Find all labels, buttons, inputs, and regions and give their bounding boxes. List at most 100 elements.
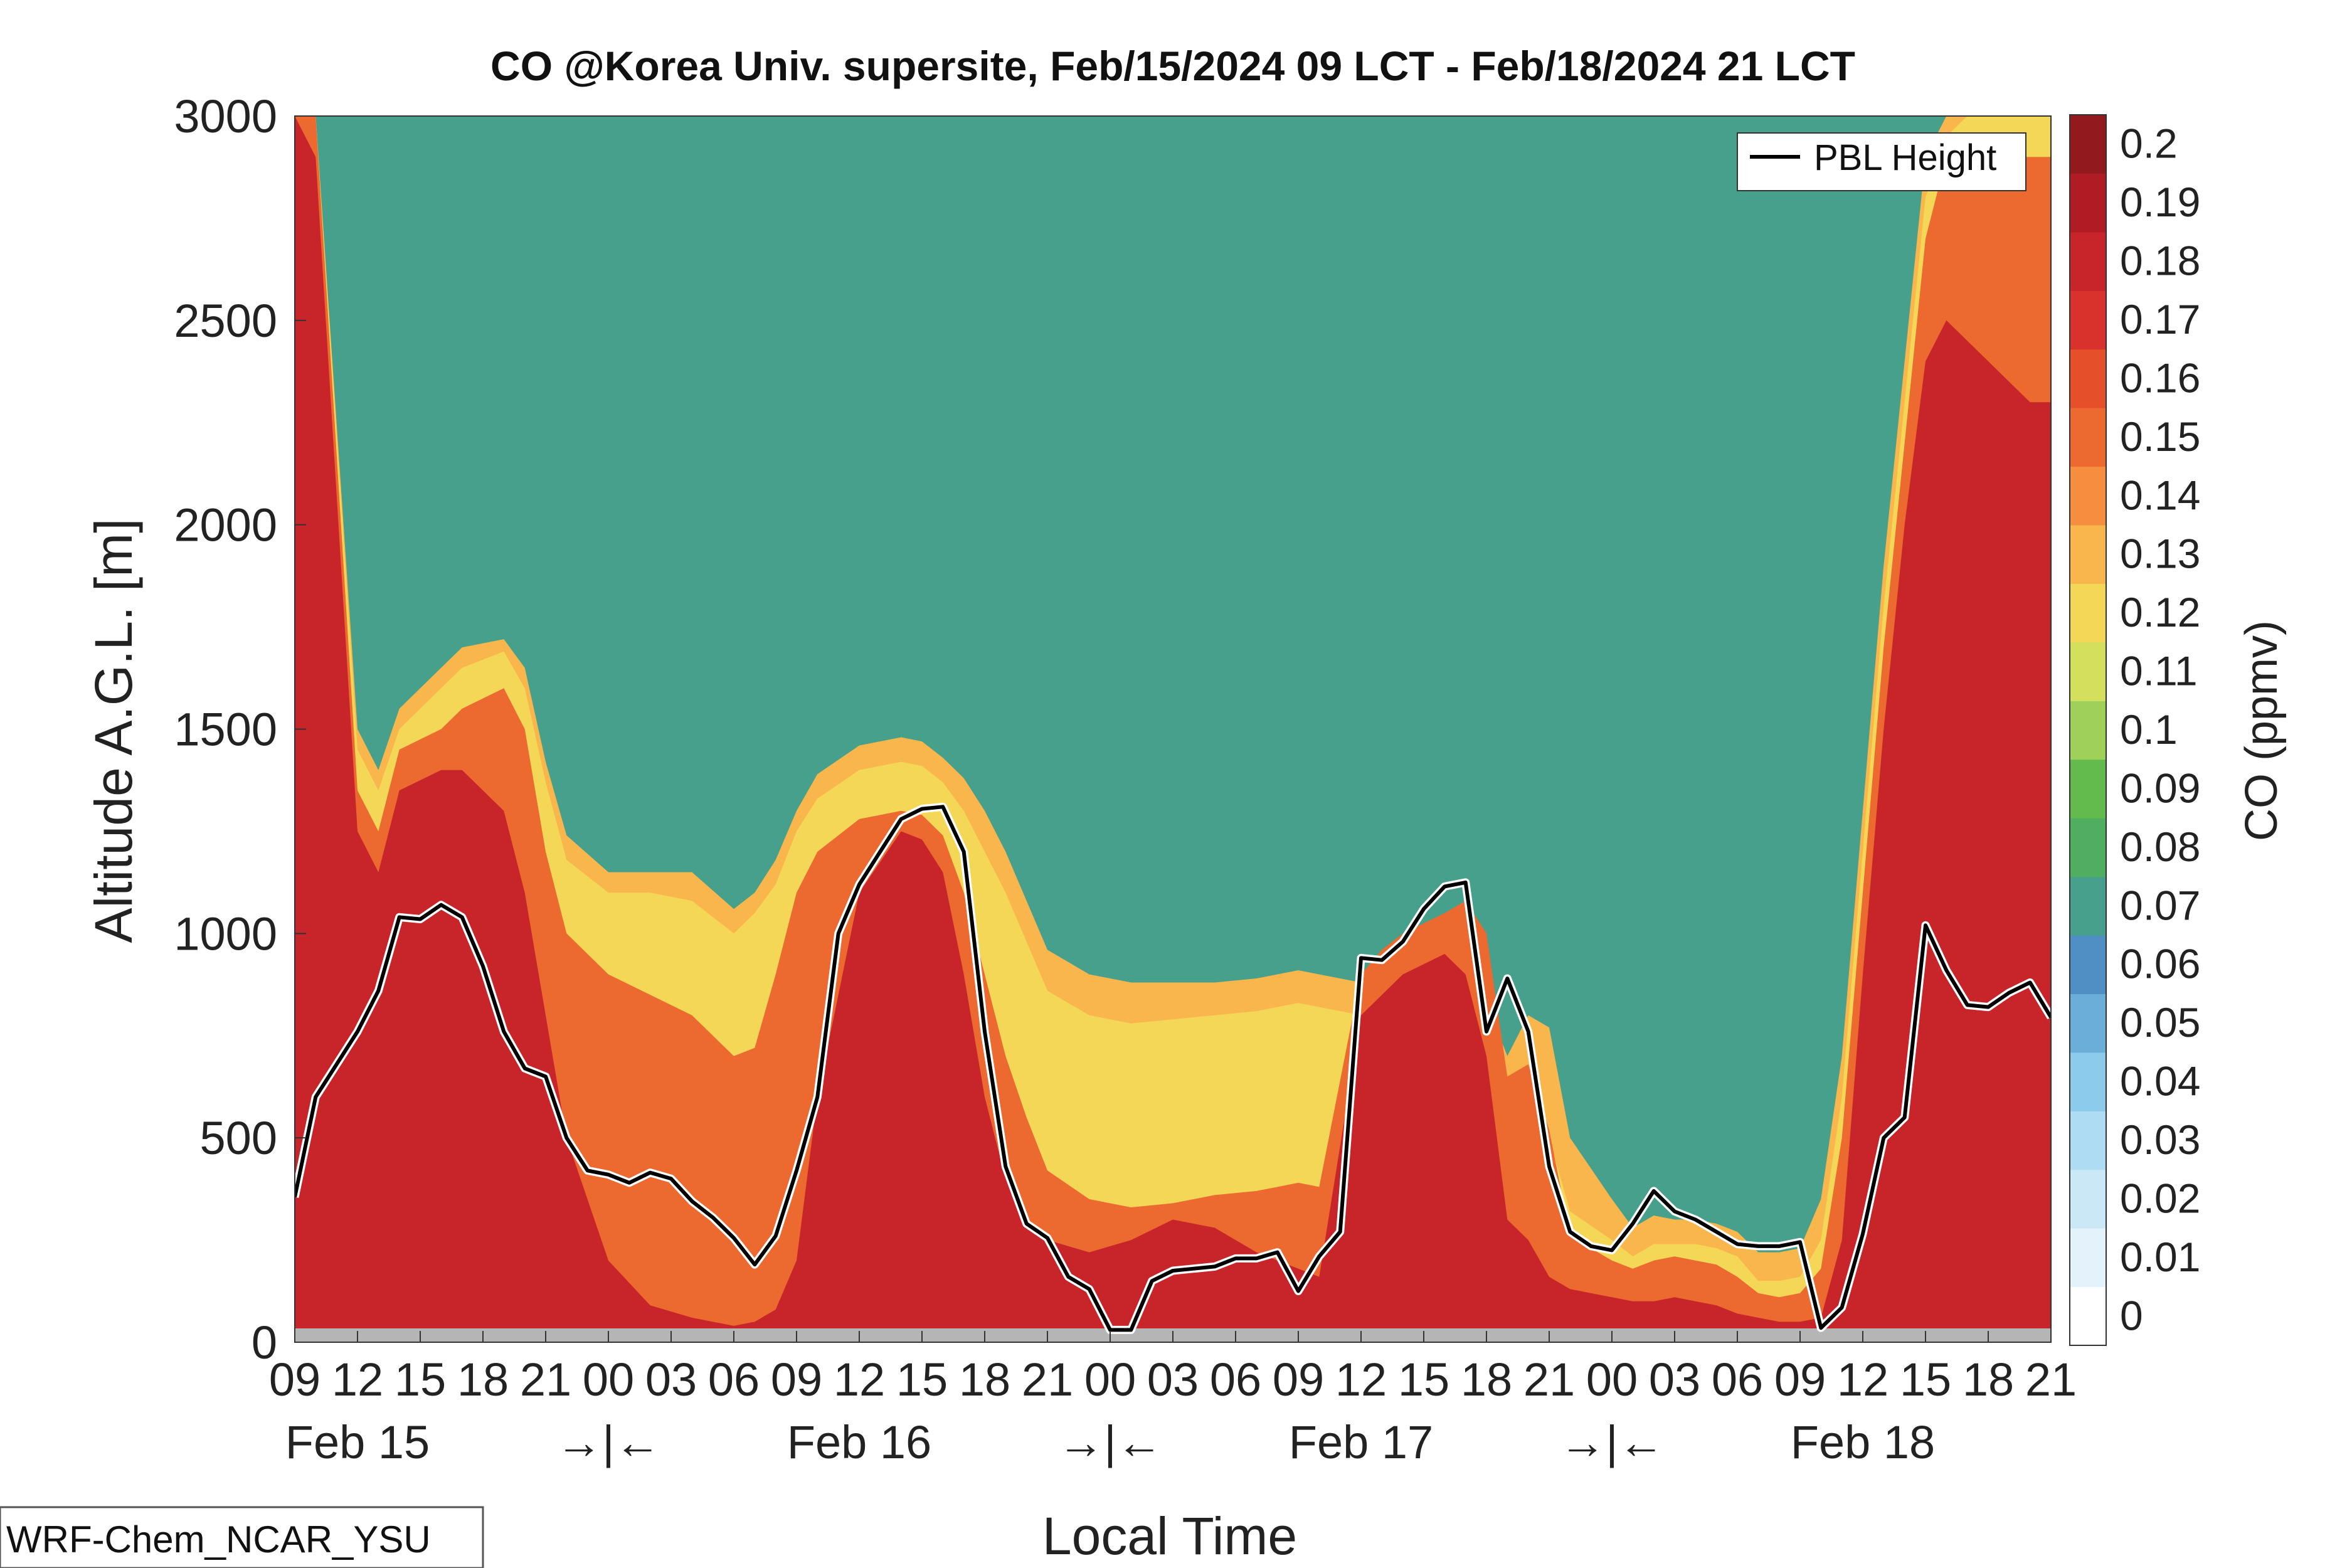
colorbar-swatch — [2070, 115, 2106, 174]
x-tick-label: 12 — [332, 1353, 383, 1406]
x-axis-label: Local Time — [1042, 1507, 1297, 1565]
colorbar-swatch — [2070, 466, 2106, 526]
colorbar-swatch — [2070, 759, 2106, 818]
colorbar-tick-label: 0.02 — [2120, 1175, 2200, 1221]
x-tick-label: 15 — [1900, 1353, 1951, 1406]
colorbar-swatch — [2070, 818, 2106, 877]
day-label: →|← — [1559, 1416, 1664, 1468]
colorbar-swatch — [2070, 525, 2106, 584]
colorbar-swatch — [2070, 290, 2106, 350]
day-label: Feb 15 — [285, 1416, 430, 1468]
x-tick-label: 18 — [1461, 1353, 1512, 1406]
x-tick-label: 15 — [1398, 1353, 1449, 1406]
colorbar-swatch — [2070, 935, 2106, 994]
y-tick-label: 1000 — [174, 908, 277, 960]
colorbar-swatch — [2070, 701, 2106, 760]
y-tick-label: 2000 — [174, 499, 277, 551]
colorbar-swatch — [2070, 993, 2106, 1053]
y-tick-label: 2500 — [174, 295, 277, 347]
model-label-box: WRF-Chem_NCAR_YSU — [0, 1506, 484, 1568]
model-label: WRF-Chem_NCAR_YSU — [6, 1518, 431, 1560]
x-tick-label: 06 — [1210, 1353, 1261, 1406]
pbl-line — [295, 805, 2051, 1332]
y-axis-label: Altitude A.G.L. [m] — [84, 519, 143, 943]
colorbar-swatch — [2070, 1169, 2106, 1229]
x-tick-label: 06 — [1712, 1353, 1763, 1406]
colorbar-tick-label: 0.03 — [2120, 1116, 2200, 1163]
colorbar-swatch — [2070, 1111, 2106, 1170]
x-tick-label: 12 — [1837, 1353, 1888, 1406]
colorbar-tick-label: 0.1 — [2120, 706, 2178, 753]
colorbar-tick-label: 0.14 — [2120, 472, 2200, 518]
colorbar-tick-label: 0.17 — [2120, 296, 2200, 342]
x-tick-label: 18 — [1963, 1353, 2014, 1406]
colorbar-tick-label: 0.05 — [2120, 999, 2200, 1046]
x-tick-label: 21 — [520, 1353, 571, 1406]
y-tick-label: 0 — [252, 1316, 277, 1369]
colorbar-tick-label: 0.19 — [2120, 179, 2200, 225]
colorbar: 0 0.01 0.02 0.03 0.04 0.05 0.06 0.07 0.08 0.09 0.1… — [2069, 114, 2200, 1346]
colorbar-swatch — [2070, 642, 2106, 701]
pbl-height-series — [295, 802, 2051, 1334]
y-tick-label: 1500 — [174, 704, 277, 756]
x-tick-label: 15 — [395, 1353, 446, 1406]
colorbar-tick-label: 0.01 — [2120, 1234, 2200, 1280]
colorbar-swatch — [2070, 583, 2106, 643]
colorbar-tick-label: 0.15 — [2120, 413, 2200, 460]
colorbar-tick-label: 0.09 — [2120, 765, 2200, 811]
y-axis: 0 500 1000 1500 2000 2500 3000 — [174, 90, 306, 1369]
colorbar-frame — [2069, 114, 2107, 1346]
colorbar-swatch — [2070, 349, 2106, 408]
colorbar-tick-label: 0.08 — [2120, 824, 2200, 870]
y-tick-label: 3000 — [174, 90, 277, 142]
x-tick-label: 09 — [1273, 1353, 1324, 1406]
x-tick-label: 03 — [645, 1353, 697, 1406]
x-tick-label: 21 — [1022, 1353, 1073, 1406]
x-tick-label: 21 — [2025, 1353, 2077, 1406]
colorbar-swatch — [2070, 408, 2106, 467]
x-axis: 09 12 15 18 21 00 03 06 09 12 15 18 21 00 03 06 09 12 15 18… — [269, 1331, 2077, 1406]
legend-label: PBL Height — [1814, 137, 1996, 178]
x-tick-label: 03 — [1147, 1353, 1199, 1406]
x-tick-label: 00 — [1084, 1353, 1136, 1406]
day-label: →|← — [1057, 1416, 1162, 1468]
x-tick-label: 15 — [896, 1353, 948, 1406]
field-red_core — [295, 116, 2051, 1342]
x-tick-label: 21 — [1523, 1353, 1575, 1406]
colorbar-tick-label: 0.04 — [2120, 1058, 2200, 1104]
day-labels: Feb 15 →|← Feb 16 →|← Feb 17 →|← Feb 18 — [285, 1416, 1935, 1468]
colorbar-swatch — [2070, 1286, 2106, 1346]
colorbar-tick-label: 0 — [2120, 1292, 2143, 1338]
colorbar-swatch — [2070, 173, 2106, 233]
legend: PBL Height — [1737, 132, 2026, 191]
x-tick-label: 18 — [457, 1353, 509, 1406]
colorbar-tick-label: 0.06 — [2120, 941, 2200, 987]
x-tick-label: 00 — [1586, 1353, 1638, 1406]
x-tick-label: 12 — [1335, 1353, 1387, 1406]
day-label: Feb 16 — [787, 1416, 931, 1468]
field-yellow — [295, 116, 2051, 1342]
x-tick-label: 09 — [771, 1353, 822, 1406]
x-tick-label: 09 — [1774, 1353, 1826, 1406]
colorbar-swatch — [2070, 1052, 2106, 1111]
x-tick-label: 06 — [708, 1353, 760, 1406]
x-tick-label: 00 — [583, 1353, 634, 1406]
colorbar-tick-label: 0.07 — [2120, 882, 2200, 928]
colorbar-tick-label: 0.13 — [2120, 531, 2200, 577]
colorbar-tick-label: 0.12 — [2120, 589, 2200, 635]
day-label: Feb 17 — [1289, 1416, 1433, 1468]
chart-title: CO @Korea Univ. supersite, Feb/15/2024 0… — [490, 43, 1855, 89]
x-tick-label: 09 — [269, 1353, 320, 1406]
colorbar-tick-label: 0.18 — [2120, 238, 2200, 284]
colorbar-swatch — [2070, 876, 2106, 936]
x-tick-label: 03 — [1649, 1353, 1700, 1406]
model-label-frame — [0, 1506, 484, 1568]
day-label: Feb 18 — [1791, 1416, 1935, 1468]
x-tick-label: 18 — [959, 1353, 1010, 1406]
colorbar-swatch — [2070, 1228, 2106, 1288]
day-label: →|← — [556, 1416, 660, 1468]
co-contour-fields — [295, 116, 2051, 1342]
x-tick-label: 12 — [834, 1353, 885, 1406]
y-tick-label: 500 — [200, 1112, 277, 1164]
